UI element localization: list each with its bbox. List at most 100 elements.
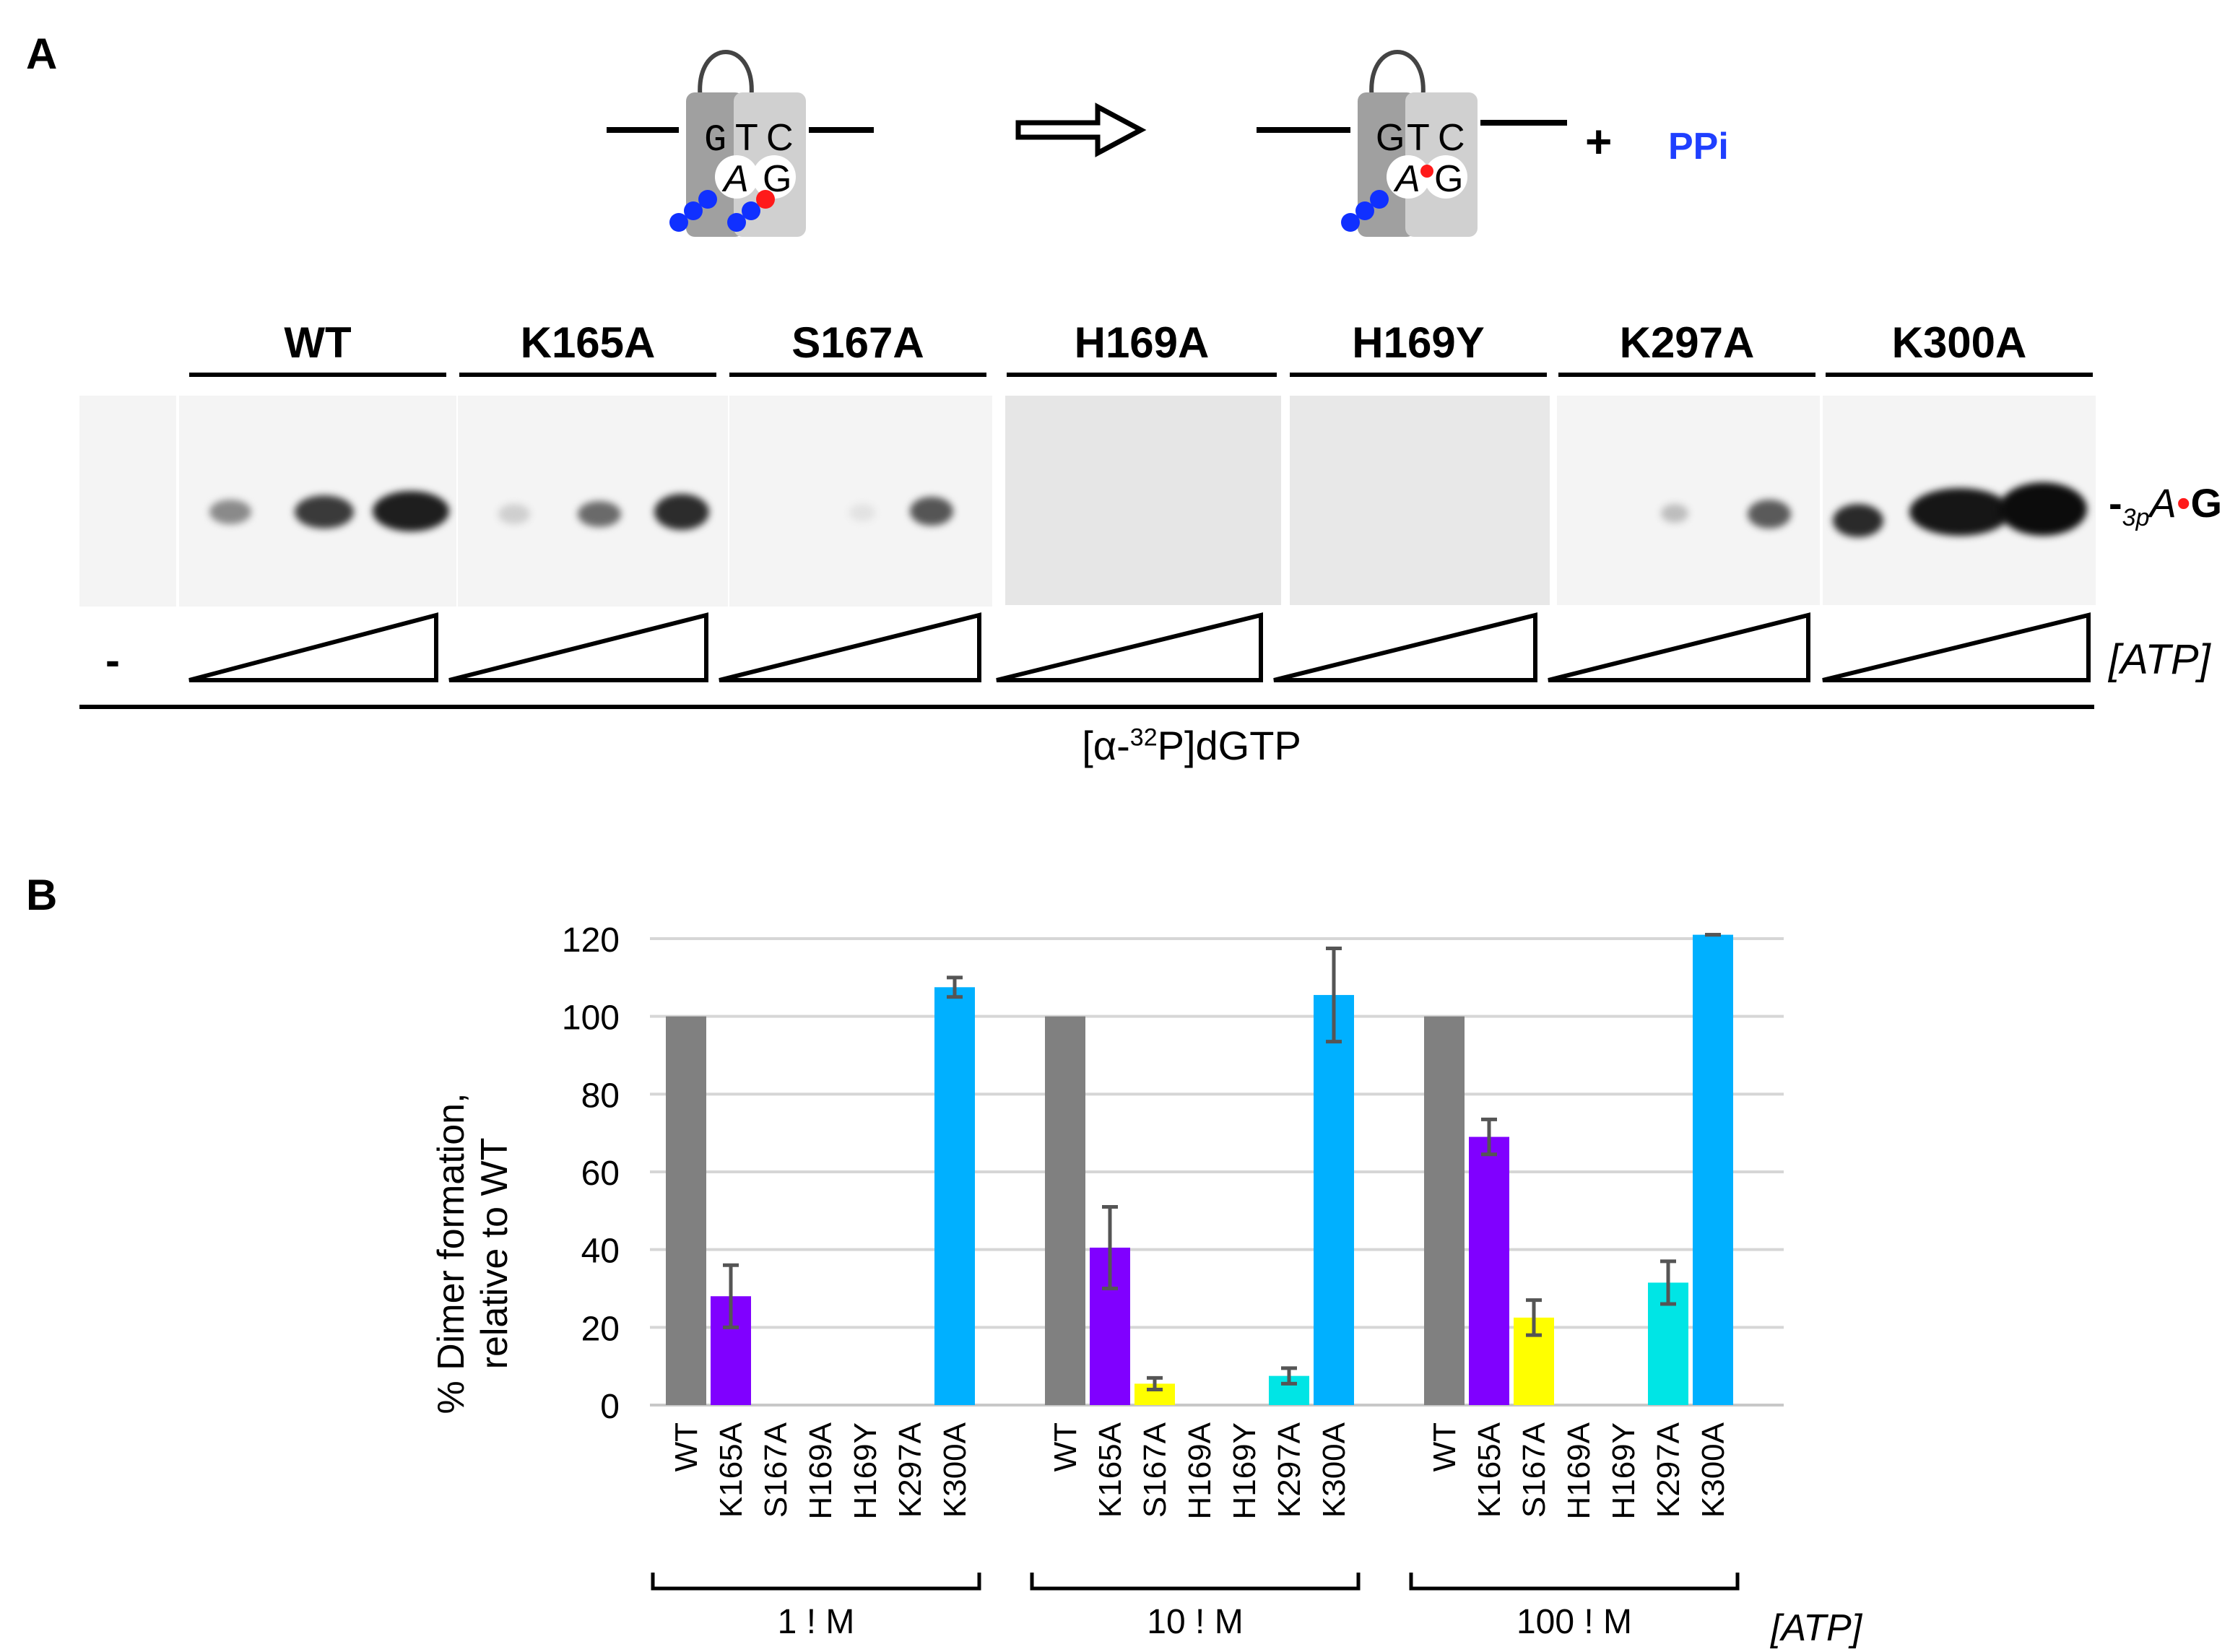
x-category-label: K297A: [1651, 1422, 1686, 1518]
base-c: C: [766, 117, 794, 159]
gel-panel-k300a: [1823, 396, 2096, 605]
reaction-arrow-icon: [1015, 103, 1147, 157]
chart-groups: 1 ! M 10 ! M 100 ! M: [651, 1573, 1740, 1641]
phosphate-dot: [1355, 201, 1374, 220]
atp-triangle: [1822, 612, 2091, 682]
phosphate-dot: [669, 213, 688, 232]
y-tick-label: 0: [600, 1388, 620, 1426]
gel-band: [1833, 504, 1883, 537]
panel-a-label: A: [26, 30, 58, 78]
group-bracket: [1409, 1573, 1740, 1591]
lane-label-h169y: H169Y: [1352, 318, 1485, 367]
gel-band: [910, 497, 953, 526]
product-a: A: [2149, 480, 2177, 526]
x-category-label: K300A: [1316, 1422, 1352, 1518]
lane-label-s167a: S167A: [791, 318, 924, 367]
bar: [666, 1016, 706, 1405]
gel-panel-wt: [179, 396, 456, 607]
group-axis-label: [ATP]: [1770, 1607, 1863, 1649]
base-a: A: [1393, 158, 1420, 200]
x-category-label: H169A: [1182, 1422, 1218, 1519]
x-category-label: H169Y: [1227, 1422, 1262, 1520]
y-axis-label-line2: relative to WT: [474, 1138, 516, 1370]
lane-bar: [189, 373, 446, 377]
group-label: 1 ! M: [778, 1603, 855, 1641]
gel-band: [295, 495, 354, 529]
x-category-label: K300A: [937, 1422, 973, 1518]
gel-band: [578, 501, 621, 527]
gel-band: [1909, 488, 2010, 536]
gel-band: [1748, 500, 1791, 529]
dgtp-suffix: P]dGTP: [1157, 723, 1301, 768]
x-category-label: K165A: [1472, 1422, 1507, 1518]
product-label: -3pA•G: [2109, 479, 2222, 532]
bar: [1693, 934, 1733, 1405]
panel-b-label: B: [26, 871, 58, 919]
phosphate-dot: [1370, 190, 1389, 209]
phosphate-dot: [742, 201, 760, 220]
x-category-label: K300A: [1696, 1422, 1731, 1518]
group-label: 100 ! M: [1517, 1603, 1632, 1641]
lane-bar: [1007, 373, 1277, 377]
bar: [1469, 1136, 1509, 1405]
lane-bar: [459, 373, 716, 377]
y-tick-label: 100: [562, 999, 620, 1038]
gel-panel-h169y: [1290, 396, 1550, 605]
base-c: C: [1438, 117, 1465, 159]
x-category-label: K297A: [1272, 1422, 1307, 1518]
substrate-diagram: G T C A G: [607, 50, 874, 237]
lane-bar: [1290, 373, 1547, 377]
bar: [1045, 1016, 1085, 1405]
atp-triangle: [996, 612, 1263, 682]
base-t: T: [735, 117, 758, 159]
lane-label-wt: WT: [284, 318, 352, 367]
nucleotide-circle: [715, 155, 758, 199]
gel-panel-h169a: [1005, 396, 1281, 605]
gel-band: [498, 504, 530, 524]
chart-ticks: 0 20 40 60 80 100 120: [562, 921, 620, 1426]
product-diagram: G T C A G: [1257, 50, 1567, 237]
dgtp-line: [79, 705, 2094, 709]
x-category-label: S167A: [1517, 1422, 1552, 1518]
product-dash: -: [2109, 480, 2122, 526]
atp-triangle: [1548, 612, 1810, 682]
phosphate-dot: [684, 201, 703, 220]
lane-label-k300a: K300A: [1891, 318, 2027, 367]
lane-bar: [729, 373, 986, 377]
y-tick-label: 60: [581, 1155, 620, 1193]
phosphate-dot: [1341, 213, 1360, 232]
group-bracket: [651, 1573, 981, 1591]
bar: [1314, 995, 1354, 1405]
product-3p: 3p: [2122, 504, 2150, 532]
gel-panel-k165a: [458, 396, 728, 607]
y-tick-label: 120: [562, 921, 620, 960]
x-category-label: K165A: [1093, 1422, 1128, 1518]
base-g2: G: [1434, 158, 1463, 200]
gel-band: [373, 491, 449, 531]
lane-bar: [1558, 373, 1815, 377]
gel-band: [849, 504, 875, 521]
gel-panel-k297a: [1557, 396, 1820, 605]
atp-triangle: [188, 612, 438, 682]
y-tick-label: 40: [581, 1233, 620, 1271]
x-category-label: WT: [1427, 1422, 1462, 1471]
dgtp-sup: 32: [1129, 723, 1158, 752]
gel-panel-control: [79, 396, 176, 607]
plus-sign: +: [1585, 116, 1612, 168]
gel-band: [1999, 482, 2087, 536]
chart-bars: [666, 933, 1733, 1405]
atp-triangle: [1273, 612, 1537, 682]
lane-label-k165a: K165A: [520, 318, 656, 367]
lane-label-h169a: H169A: [1074, 318, 1210, 367]
gel-band: [1661, 504, 1688, 523]
reaction-scheme: G T C A G G T C A G + PPi: [607, 50, 1729, 237]
x-category-label: K297A: [893, 1422, 928, 1518]
x-category-label: WT: [669, 1422, 704, 1471]
gel-band: [209, 500, 251, 524]
base-a: A: [721, 158, 749, 200]
atp-triangle: [719, 612, 981, 682]
dgtp-label: [α-32P]dGTP: [939, 722, 1444, 769]
x-category-label: H169Y: [1606, 1422, 1641, 1520]
bar: [934, 987, 975, 1405]
